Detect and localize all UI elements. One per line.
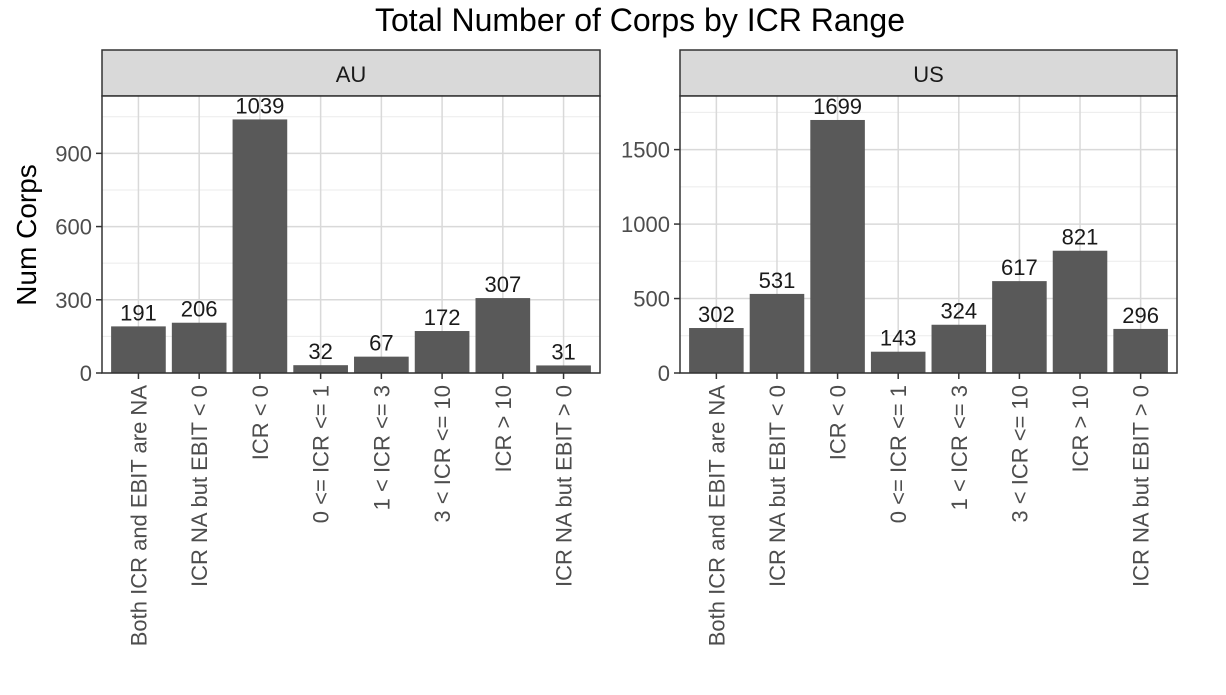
bar bbox=[931, 324, 987, 373]
x-tick-label: ICR < 0 bbox=[248, 385, 273, 460]
bar bbox=[810, 119, 865, 373]
data-label: 531 bbox=[759, 268, 796, 293]
bar bbox=[111, 326, 166, 373]
y-tick-label: 1000 bbox=[621, 212, 670, 237]
y-tick-label: 900 bbox=[55, 141, 92, 166]
x-tick-label: 3 < ICR <= 10 bbox=[1007, 385, 1032, 523]
y-tick-label: 0 bbox=[80, 361, 92, 386]
x-tick-label: 3 < ICR <= 10 bbox=[430, 385, 455, 523]
facet-strip-label: US bbox=[913, 62, 944, 87]
y-tick-label: 500 bbox=[633, 287, 670, 312]
data-label: 191 bbox=[120, 300, 157, 325]
panel-border bbox=[101, 95, 601, 374]
data-label: 32 bbox=[308, 339, 332, 364]
data-label: 307 bbox=[484, 272, 521, 297]
x-tick-label: ICR NA but EBIT < 0 bbox=[187, 385, 212, 587]
data-label: 1699 bbox=[813, 94, 862, 119]
x-tick-label: Both ICR and EBIT are NA bbox=[704, 385, 729, 647]
data-label: 67 bbox=[369, 331, 393, 356]
x-tick-label: ICR > 10 bbox=[491, 385, 516, 472]
facet-strip bbox=[101, 49, 601, 97]
bar bbox=[232, 119, 288, 373]
bar bbox=[689, 328, 744, 373]
x-tick-label: ICR NA but EBIT < 0 bbox=[765, 385, 790, 587]
data-label: 143 bbox=[880, 326, 917, 351]
y-tick-label: 1500 bbox=[621, 138, 670, 163]
x-tick-label: 1 < ICR <= 3 bbox=[947, 385, 972, 510]
data-label: 31 bbox=[551, 339, 575, 364]
bar bbox=[870, 351, 926, 373]
bar bbox=[1052, 250, 1108, 373]
panel-au: AU 0 300 600 900 191 Both ICR and EBIT are NA 2… bbox=[55, 49, 601, 647]
y-tick-label: 0 bbox=[658, 361, 670, 386]
data-label: 206 bbox=[181, 297, 218, 322]
bar bbox=[536, 365, 591, 373]
x-tick-label: 0 <= ICR <= 1 bbox=[309, 385, 334, 523]
chart-title: Total Number of Corps by ICR Range bbox=[375, 2, 905, 38]
data-label: 172 bbox=[424, 305, 461, 330]
data-label: 821 bbox=[1062, 225, 1099, 250]
x-tick-label: Both ICR and EBIT are NA bbox=[126, 385, 151, 647]
bar bbox=[414, 331, 470, 373]
bar bbox=[171, 322, 227, 373]
panel-us: US 0 500 1000 1500 302 Both ICR and EBIT are N… bbox=[621, 49, 1178, 647]
y-axis-label: Num Corps bbox=[11, 164, 42, 306]
x-tick-label: ICR NA but EBIT > 0 bbox=[552, 385, 577, 587]
bar bbox=[475, 298, 531, 373]
bar bbox=[1113, 328, 1168, 373]
x-tick-label: ICR NA but EBIT > 0 bbox=[1129, 385, 1154, 587]
data-label: 324 bbox=[940, 299, 977, 324]
y-tick-label: 600 bbox=[55, 215, 92, 240]
y-tick-label: 300 bbox=[55, 288, 92, 313]
x-tick-label: ICR > 10 bbox=[1068, 385, 1093, 472]
data-label: 296 bbox=[1122, 303, 1159, 328]
data-label: 1039 bbox=[235, 93, 284, 118]
x-tick-label: 1 < ICR <= 3 bbox=[369, 385, 394, 510]
data-label: 617 bbox=[1001, 255, 1038, 280]
bar bbox=[354, 356, 409, 373]
data-label: 302 bbox=[698, 302, 735, 327]
x-tick-label: ICR < 0 bbox=[826, 385, 851, 460]
facet-strip-label: AU bbox=[336, 62, 367, 87]
bar bbox=[293, 365, 348, 373]
bar bbox=[992, 281, 1047, 373]
x-tick-label: 0 <= ICR <= 1 bbox=[886, 385, 911, 523]
bar bbox=[749, 293, 805, 373]
panel-border bbox=[679, 95, 1178, 374]
